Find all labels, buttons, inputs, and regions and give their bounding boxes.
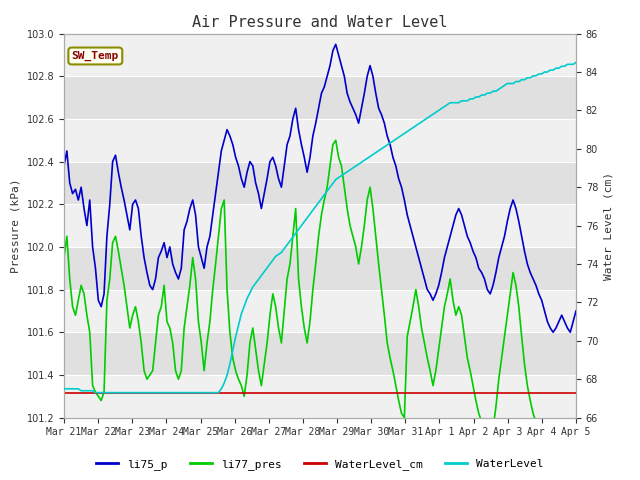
Bar <box>64 375 576 418</box>
Bar <box>64 76 576 119</box>
Y-axis label: Pressure (kPa): Pressure (kPa) <box>11 179 21 273</box>
Title: Air Pressure and Water Level: Air Pressure and Water Level <box>192 15 448 30</box>
Bar <box>64 332 576 375</box>
Bar <box>64 162 576 204</box>
Text: SW_Temp: SW_Temp <box>72 51 119 61</box>
Y-axis label: Water Level (cm): Water Level (cm) <box>604 172 614 279</box>
Bar <box>64 119 576 162</box>
Bar <box>64 289 576 332</box>
Legend: li75_p, li77_pres, WaterLevel_cm, WaterLevel: li75_p, li77_pres, WaterLevel_cm, WaterL… <box>92 455 548 474</box>
Bar <box>64 204 576 247</box>
Bar <box>64 34 576 76</box>
Bar <box>64 247 576 289</box>
